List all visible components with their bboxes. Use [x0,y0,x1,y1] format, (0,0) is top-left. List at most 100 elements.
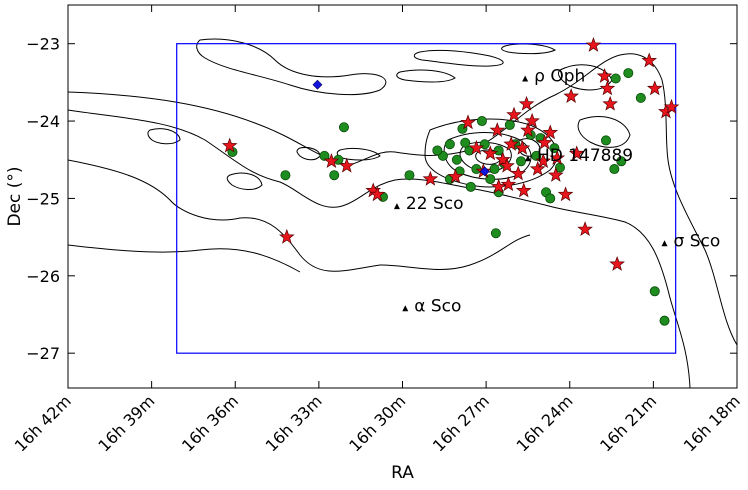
red-star [500,176,517,192]
red-star [568,145,585,161]
red-star [515,182,532,198]
green-point [600,135,611,146]
y-tick-label: −24 [26,112,60,131]
x-tick-label: 16h 24m [513,391,577,455]
green-point [610,73,621,84]
x-tick-label: 16h 33m [262,391,326,455]
green-point [531,150,542,161]
red-star [529,160,546,176]
green-point [515,156,526,167]
y-tick-label: −26 [26,267,60,286]
red-star [549,149,566,165]
red-star [646,80,663,96]
annotation-label: σ Sco [674,231,721,251]
green-point [649,286,660,297]
red-star [663,98,680,114]
x-tick-label: 16h 36m [178,391,242,455]
red-star [422,170,439,186]
annotation-marker [522,75,529,82]
y-tick-label: −27 [26,344,60,363]
red-star [338,157,355,173]
x-axis-label: RA [391,463,414,483]
x-tick-label: 16h 39m [94,391,158,455]
red-star [489,122,506,137]
annotation-marker [393,203,400,210]
annotation-marker [661,240,668,247]
blue-diamond [479,166,490,177]
green-point [549,143,560,154]
green-point [659,315,670,326]
red-star [535,153,552,168]
annotation-marker [402,305,409,312]
red-star [369,186,386,202]
green-point [329,170,340,181]
green-point [465,181,476,192]
red-star [536,134,553,150]
red-star [506,106,522,122]
extinction-contours [68,38,737,388]
red-star [547,167,564,182]
x-tick-label: 16h 21m [596,391,660,455]
green-point [545,193,556,204]
red-star [499,157,515,173]
green-point [623,68,634,79]
red-star [557,186,574,202]
annotation-label: α Sco [414,296,461,316]
green-point [338,122,349,133]
red-star [520,122,536,137]
red-star [585,37,602,52]
green-point [493,145,504,156]
annotation-label: HD 147889 [537,146,633,166]
red-star [460,114,476,130]
red-star [510,165,526,181]
green-point [485,174,496,185]
green-point [616,156,627,167]
x-tick-label: 16h 42m [11,391,75,455]
red-star [602,95,618,111]
green-point [404,170,415,181]
green-point [504,119,515,130]
green-point [432,145,443,156]
red-star [577,221,593,237]
green-point [280,170,291,181]
red-star [596,67,613,83]
annotation-label: ρ Oph [534,67,585,87]
y-tick-label: −23 [26,35,60,54]
green-point [460,137,471,148]
green-point [319,150,330,161]
y-tick-label: −25 [26,189,60,208]
red-star [518,95,535,111]
green-point [451,154,462,165]
red-star [279,228,295,244]
red-star [524,112,540,128]
annotation-label: 22 Sco [406,194,464,214]
survey-box [176,43,677,354]
red-star [599,80,616,96]
red-star [563,88,579,103]
x-tick-label: 16h 27m [429,391,493,455]
red-star [221,137,238,153]
red-star [490,178,507,194]
green-point [609,164,620,175]
red-star [609,255,625,271]
red-star [641,52,657,68]
red-star [514,139,531,155]
green-point [490,228,501,239]
red-star [447,168,464,184]
green-point [444,139,455,150]
annotation-marker [524,155,531,162]
plot-frame [67,4,738,389]
red-star [323,153,340,168]
red-star [503,136,520,151]
red-star [542,124,559,140]
x-tick-label: 16h 18m [680,391,744,455]
x-tick-label: 16h 30m [345,391,409,455]
red-star [468,139,485,155]
green-point [476,116,487,127]
blue-diamond [312,79,323,90]
y-axis-label: Dec (°) [5,166,25,226]
green-point [635,92,646,103]
green-point [489,164,500,175]
red-star [482,145,499,161]
